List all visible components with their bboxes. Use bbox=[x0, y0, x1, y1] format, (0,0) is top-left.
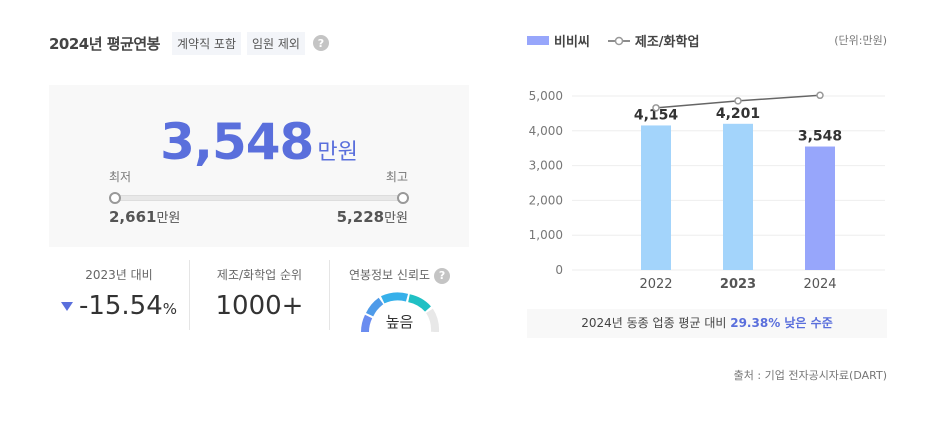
y-tick-label: 2,000 bbox=[529, 193, 563, 207]
stat-reliability-label: 연봉정보 신뢰도? bbox=[330, 266, 469, 284]
legend-line-icon bbox=[607, 35, 630, 46]
legend-industry: 제조/화학업 bbox=[634, 34, 700, 50]
max-value: 5,228만원 bbox=[336, 208, 408, 226]
stat-rank: 제조/화학업 순위 1000+ bbox=[189, 260, 329, 330]
chart-panel: 비비씨 제조/화학업 (단위:만원) 0 1,000 2,000 3,000 4,000… bbox=[527, 30, 887, 292]
title-row: 2024년 평균연봉 계약직 포함 임원 제외 ? bbox=[49, 30, 469, 56]
salary-chart: 0 1,000 2,000 3,000 4,000 5,000 4,154 2022 4,201… bbox=[529, 89, 885, 292]
stat-rank-label: 제조/화학업 순위 bbox=[216, 268, 303, 282]
tag-executives-excluded: 임원 제외 bbox=[247, 31, 305, 55]
max-label: 최고 bbox=[385, 170, 408, 184]
legend-company: 비비씨 bbox=[554, 34, 590, 50]
reliability-value: 높음 bbox=[385, 312, 414, 331]
average-summary: 3,548 만원 최저 최고 2,661만원 5,228만원 bbox=[49, 85, 469, 247]
bar-value-label: 4,201 bbox=[716, 106, 760, 122]
max-knob bbox=[397, 192, 409, 204]
page-title: 2024년 평균연봉 bbox=[49, 34, 160, 53]
tag-contract-included: 계약직 포함 bbox=[171, 31, 241, 55]
average-unit: 만원 bbox=[317, 140, 358, 165]
stat-yoy-value: -15.54% bbox=[49, 291, 189, 321]
x-tick-label: 2023 bbox=[720, 277, 756, 292]
industry-point[interactable] bbox=[816, 91, 824, 100]
min-value: 2,661만원 bbox=[109, 208, 181, 226]
y-tick-label: 4,000 bbox=[529, 124, 563, 138]
bar-2023[interactable] bbox=[723, 123, 753, 270]
comparison-note: 2024년 동종 업종 평균 대비 29.38% 낮은 수준 bbox=[527, 309, 887, 338]
down-arrow-icon bbox=[60, 302, 73, 311]
average-salary: 3,548 만원 bbox=[49, 113, 469, 171]
min-knob bbox=[109, 192, 121, 204]
gauge-arc-icon bbox=[360, 291, 439, 332]
bar-2022[interactable] bbox=[641, 125, 671, 270]
x-tick-label: 2022 bbox=[639, 277, 672, 292]
stat-reliability: 연봉정보 신뢰도? 높음 bbox=[329, 260, 469, 332]
bar-value-label: 4,154 bbox=[634, 107, 679, 123]
min-label: 최저 bbox=[109, 170, 132, 184]
industry-point[interactable] bbox=[734, 97, 742, 105]
y-tick-label: 3,000 bbox=[529, 159, 563, 173]
y-tick-label: 0 bbox=[555, 263, 563, 277]
help-icon[interactable]: ? bbox=[434, 267, 451, 284]
help-icon[interactable]: ? bbox=[312, 35, 329, 51]
x-tick-label: 2024 bbox=[803, 277, 836, 292]
stat-yoy: 2023년 대비 -15.54% bbox=[49, 260, 189, 330]
source-text: 출처 : 기업 전자공시자료(DART) bbox=[733, 369, 887, 382]
unit-label: (단위:만원) bbox=[834, 34, 887, 47]
y-tick-label: 1,000 bbox=[529, 228, 563, 242]
stat-yoy-label: 2023년 대비 bbox=[85, 268, 153, 282]
bar-value-label: 3,548 bbox=[798, 129, 842, 145]
legend-bar-swatch bbox=[527, 35, 549, 45]
reliability-gauge: 높음 bbox=[360, 290, 440, 332]
stats-row: 2023년 대비 -15.54% 제조/화학업 순위 1000+ 연봉정보 신뢰… bbox=[49, 260, 469, 332]
range-track bbox=[115, 195, 403, 201]
bar-2024[interactable] bbox=[805, 146, 835, 270]
average-value: 3,548 bbox=[160, 113, 314, 171]
y-tick-label: 5,000 bbox=[529, 89, 563, 103]
salary-panel: 2024년 평균연봉 계약직 포함 임원 제외 ? 3,548 만원 최저 최고 … bbox=[49, 30, 469, 332]
stat-rank-value: 1000+ bbox=[215, 291, 304, 321]
industry-point[interactable] bbox=[652, 104, 660, 112]
chart-legend: 비비씨 제조/화학업 bbox=[527, 30, 887, 50]
